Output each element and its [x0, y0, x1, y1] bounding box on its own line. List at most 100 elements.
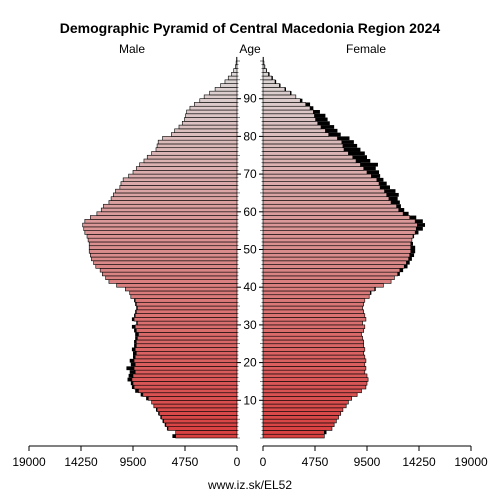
male-bar — [132, 373, 238, 378]
female-excess-bar — [342, 143, 358, 148]
female-excess-bar — [328, 132, 341, 137]
male-excess-bar — [134, 313, 136, 318]
female-excess-bar — [356, 159, 371, 163]
male-bar — [115, 188, 238, 194]
male-bar — [156, 143, 238, 149]
male-bar — [134, 313, 238, 318]
female-x-tick-label: 14250 — [402, 455, 436, 469]
female-bar — [262, 166, 365, 171]
female-bar — [262, 98, 301, 103]
male-excess-bar — [146, 396, 149, 401]
male-bar — [148, 396, 238, 401]
female-bar — [262, 121, 319, 126]
male-bar — [133, 358, 238, 363]
female-excess-bar — [341, 140, 354, 144]
female-bar — [262, 64, 265, 69]
male-bar — [102, 271, 238, 277]
male-bar — [93, 260, 238, 265]
female-x-tick-label: 19000 — [454, 455, 488, 469]
male-bar — [135, 328, 238, 333]
male-bar — [90, 252, 238, 258]
female-bar — [262, 407, 344, 412]
female-excess-bar — [415, 219, 423, 224]
female-bar — [262, 90, 291, 96]
female-excess-bar — [275, 79, 277, 84]
female-excess-bar — [313, 110, 320, 114]
male-excess-bar — [134, 339, 137, 344]
female-bar — [262, 286, 375, 292]
male-excess-bar — [130, 362, 136, 367]
male-bar — [209, 90, 238, 96]
male-bar — [174, 128, 238, 133]
female-bar — [262, 324, 366, 329]
female-bar — [262, 392, 358, 397]
male-excess-bar — [127, 377, 132, 382]
female-excess-bar — [266, 68, 267, 73]
female-bar — [262, 317, 367, 322]
age-tick-label: 80 — [243, 129, 257, 143]
age-label: Age — [239, 42, 261, 56]
female-bar — [262, 366, 367, 371]
male-bar — [132, 381, 238, 386]
male-x-tick-label: 14250 — [64, 455, 98, 469]
male-bar — [227, 75, 238, 81]
male-bar — [156, 407, 238, 412]
male-bar — [143, 158, 238, 164]
male-bar — [90, 215, 238, 220]
male-bar — [119, 185, 238, 190]
male-excess-bar — [131, 385, 135, 389]
female-excess-bar — [305, 102, 311, 107]
male-excess-bar — [133, 355, 136, 359]
male-excess-bar — [134, 298, 136, 303]
female-bar — [262, 264, 405, 269]
female-bar — [262, 241, 412, 247]
male-excess-bar — [131, 324, 136, 329]
male-excess-bar — [135, 332, 139, 337]
male-bar — [151, 151, 238, 156]
female-excess-bar — [363, 166, 376, 171]
female-bar — [262, 196, 390, 201]
male-bar — [110, 196, 238, 201]
male-bar — [162, 136, 238, 141]
female-excess-bar — [396, 204, 401, 209]
male-excess-bar — [172, 434, 176, 438]
female-bar — [262, 301, 365, 307]
female-excess-bar — [397, 272, 400, 276]
male-bar — [153, 403, 238, 409]
male-excess-bar — [131, 317, 135, 322]
female-excess-bar — [408, 257, 412, 261]
female-bar — [262, 136, 338, 141]
female-bar — [262, 275, 395, 280]
female-excess-bar — [300, 98, 303, 103]
female-bar — [262, 215, 410, 220]
male-excess-bar — [128, 373, 133, 378]
female-bar — [262, 350, 365, 356]
female-bar — [262, 418, 337, 424]
female-excess-bar — [412, 234, 415, 239]
female-excess-bar — [380, 185, 390, 190]
female-excess-bar — [374, 287, 376, 291]
male-bar — [167, 426, 238, 431]
female-bar — [262, 226, 417, 231]
male-excess-bar — [162, 419, 164, 423]
male-excess-bar — [134, 343, 137, 348]
female-excess-bar — [403, 211, 409, 216]
male-bar — [129, 290, 238, 296]
female-bar — [262, 332, 362, 337]
male-bar — [138, 332, 238, 337]
female-bar — [262, 399, 349, 405]
male-bar — [131, 377, 238, 382]
female-bar — [262, 377, 369, 382]
female-bar — [262, 426, 333, 431]
male-bar — [137, 335, 238, 341]
female-bar — [262, 369, 366, 375]
male-bar — [155, 147, 238, 152]
female-excess-bar — [271, 76, 273, 80]
male-excess-bar — [140, 392, 143, 397]
female-excess-bar — [321, 125, 335, 129]
male-excess-bar — [129, 358, 135, 363]
male-bar — [134, 369, 238, 375]
male-bar — [116, 283, 238, 288]
female-excess-bar — [409, 253, 415, 258]
female-bar — [262, 411, 342, 416]
